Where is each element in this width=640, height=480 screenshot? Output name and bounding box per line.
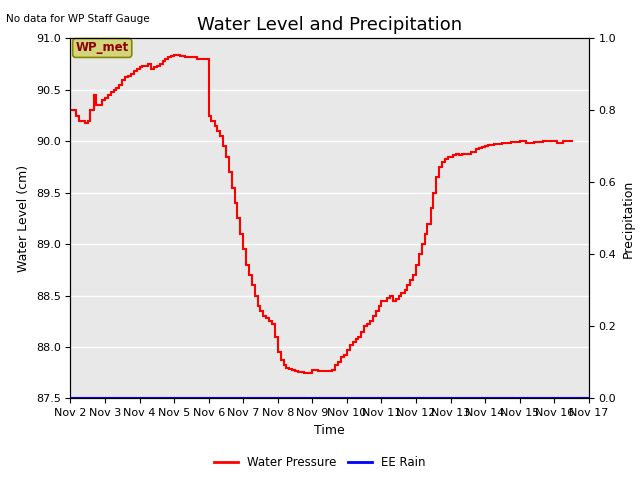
Y-axis label: Water Level (cm): Water Level (cm) — [17, 165, 30, 272]
Water Pressure — [401, 288, 408, 293]
Water Pressure — [214, 128, 221, 134]
Y-axis label: Precipitation: Precipitation — [622, 179, 635, 258]
Water Pressure — [170, 52, 178, 58]
Water Pressure — [444, 154, 452, 159]
Legend: Water Pressure, EE Rain: Water Pressure, EE Rain — [209, 452, 431, 474]
Text: WP_met: WP_met — [76, 41, 129, 55]
Water Pressure — [300, 370, 308, 375]
Text: No data for WP Staff Gauge: No data for WP Staff Gauge — [6, 14, 150, 24]
Title: Water Level and Precipitation: Water Level and Precipitation — [197, 16, 462, 34]
Water Pressure — [245, 272, 253, 278]
Water Pressure — [67, 108, 74, 113]
Line: Water Pressure: Water Pressure — [70, 55, 572, 372]
Water Pressure — [568, 138, 575, 144]
X-axis label: Time: Time — [314, 424, 345, 437]
Water Pressure — [496, 142, 504, 147]
Water Pressure — [107, 89, 115, 95]
